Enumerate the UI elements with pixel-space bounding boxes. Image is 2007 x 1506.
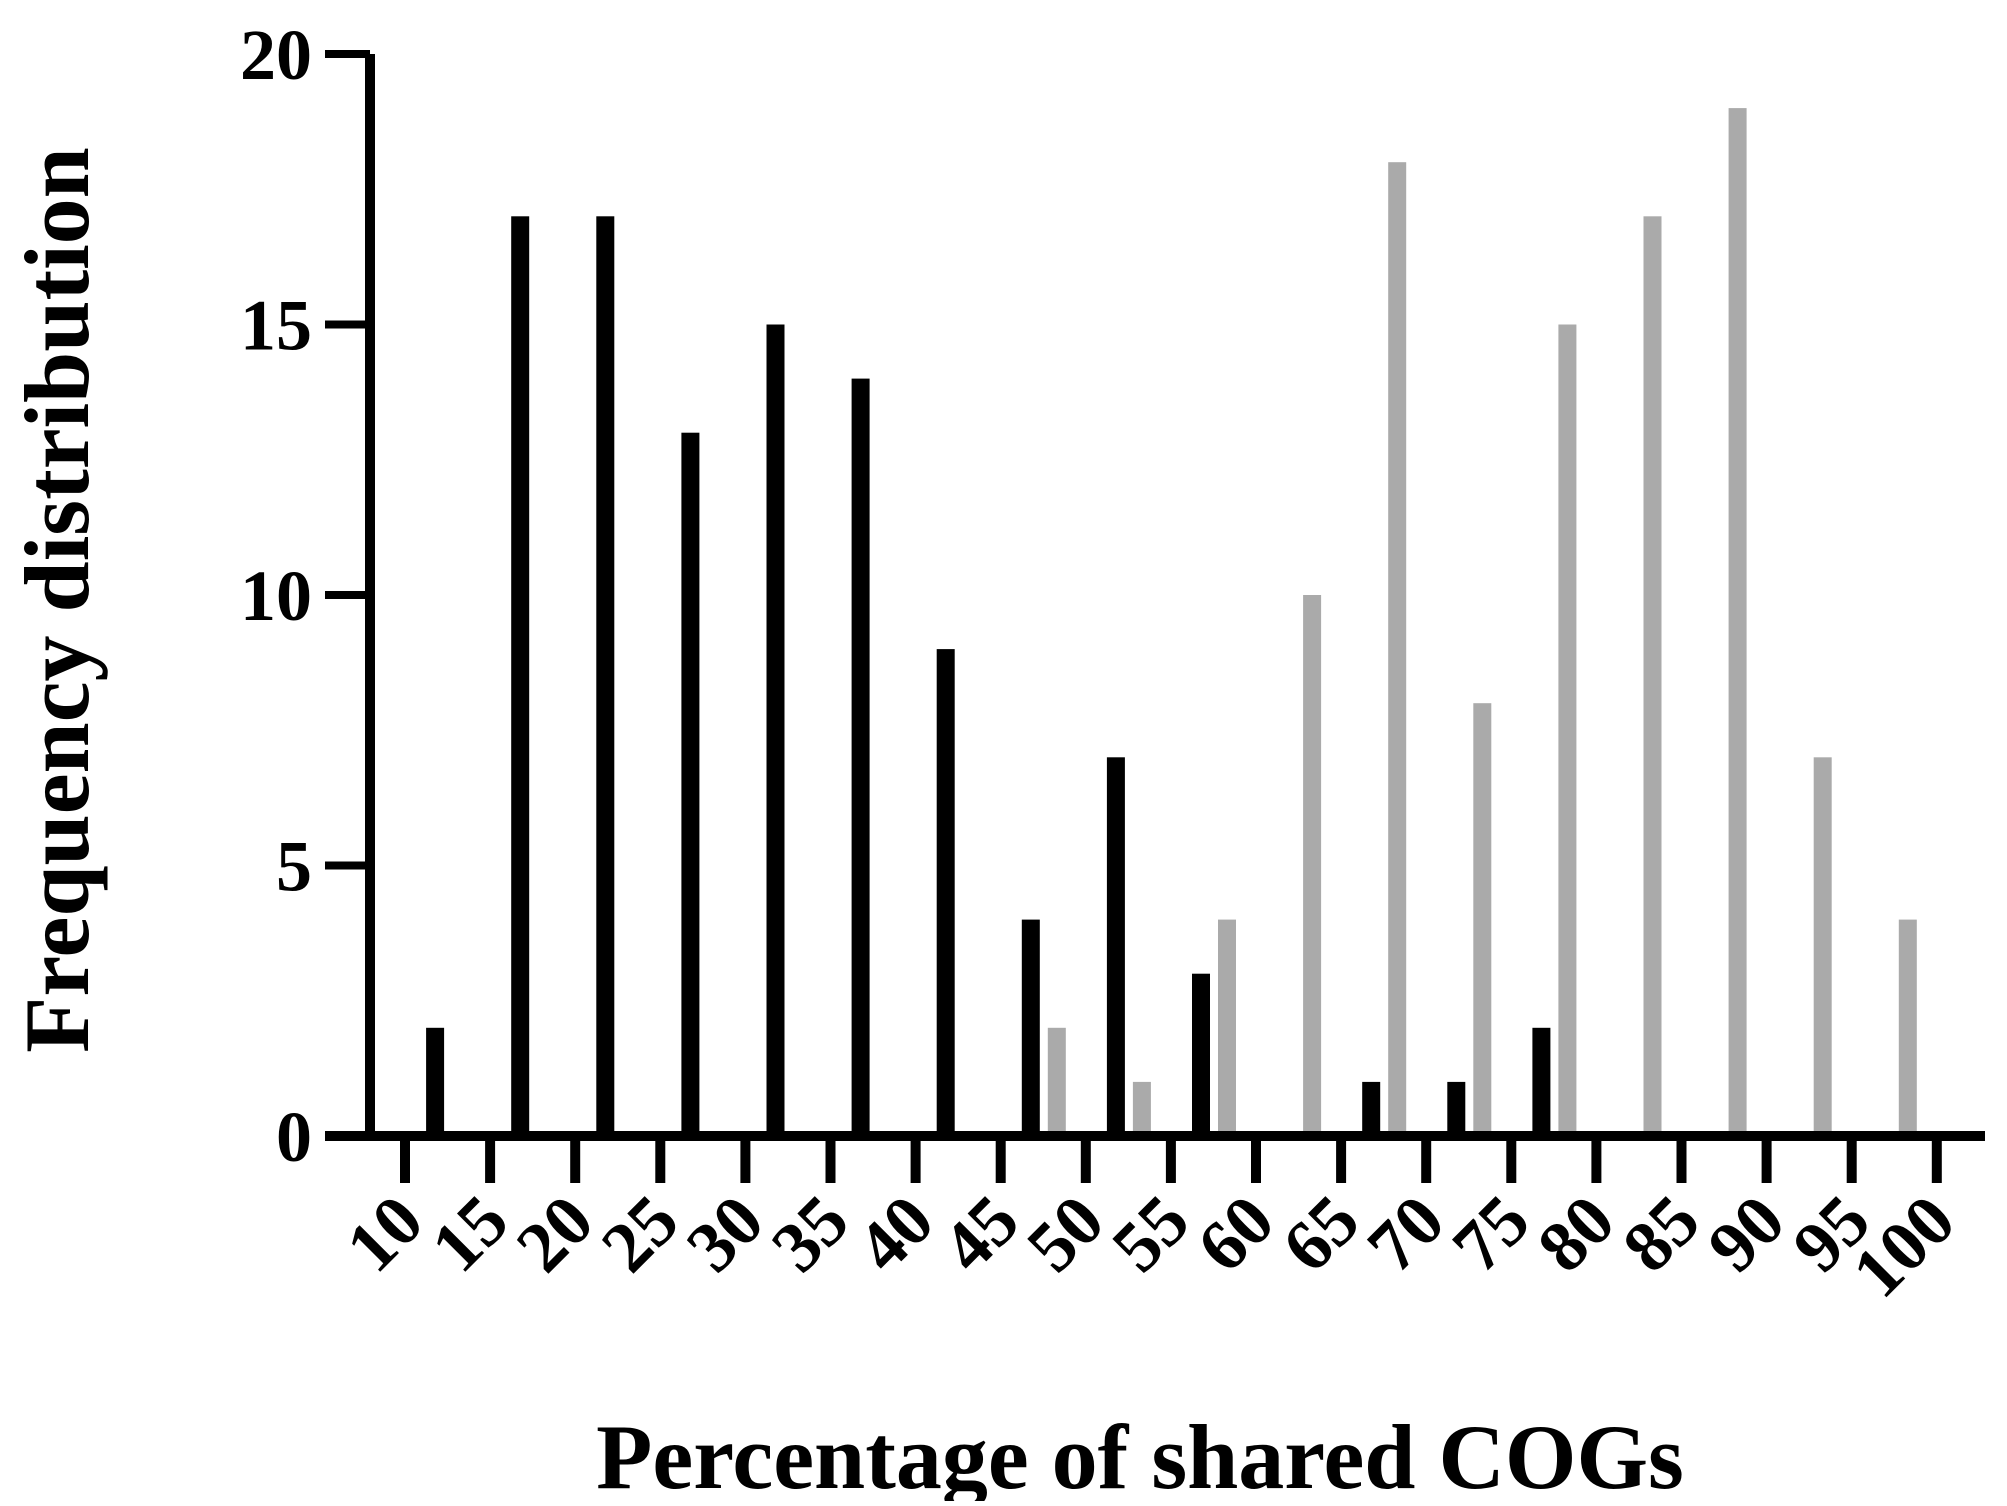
y-tick-label-20: 20 — [240, 15, 312, 95]
bar-series1-35 — [766, 324, 785, 1136]
y-ticks-layer: 0 5 10 15 20 — [240, 15, 370, 1177]
bar-series1-25 — [596, 216, 615, 1137]
bar-series1-50 — [1021, 919, 1040, 1136]
bar-series1-60 — [1192, 973, 1210, 1136]
bar-series1-30 — [681, 432, 700, 1136]
bars-layer — [426, 108, 1917, 1137]
bar-series1-20 — [511, 216, 530, 1137]
x-tick-label-100: 100 — [1837, 1180, 1970, 1313]
bar-series2-60 — [1218, 919, 1236, 1136]
y-axis-title: Frequency distribution — [6, 147, 108, 1053]
y-tick-label-15: 15 — [240, 286, 312, 366]
bar-series2-70 — [1388, 162, 1407, 1136]
bar-series2-65 — [1303, 595, 1322, 1136]
bar-series1-80 — [1532, 1027, 1551, 1136]
bar-series1-45 — [936, 649, 955, 1136]
bar-series1-15 — [426, 1027, 445, 1136]
bar-series1-40 — [851, 378, 870, 1137]
bar-series2-85 — [1643, 216, 1662, 1137]
bar-series2-95 — [1813, 757, 1832, 1136]
bar-series1-55 — [1106, 757, 1125, 1136]
bar-series2-50 — [1047, 1027, 1066, 1136]
y-tick-label-10: 10 — [240, 556, 312, 636]
bar-series2-55 — [1132, 1081, 1151, 1136]
y-tick-label-5: 5 — [276, 827, 312, 907]
y-tick-label-0: 0 — [276, 1097, 312, 1177]
bar-series2-75 — [1473, 703, 1492, 1136]
bar-series2-100 — [1898, 919, 1917, 1136]
bar-series2-80 — [1558, 324, 1577, 1136]
bar-series2-90 — [1728, 108, 1747, 1137]
x-axis-title: Percentage of shared COGs — [596, 1406, 1684, 1501]
bar-series1-75 — [1447, 1081, 1466, 1136]
bar-series1-70 — [1362, 1081, 1381, 1136]
